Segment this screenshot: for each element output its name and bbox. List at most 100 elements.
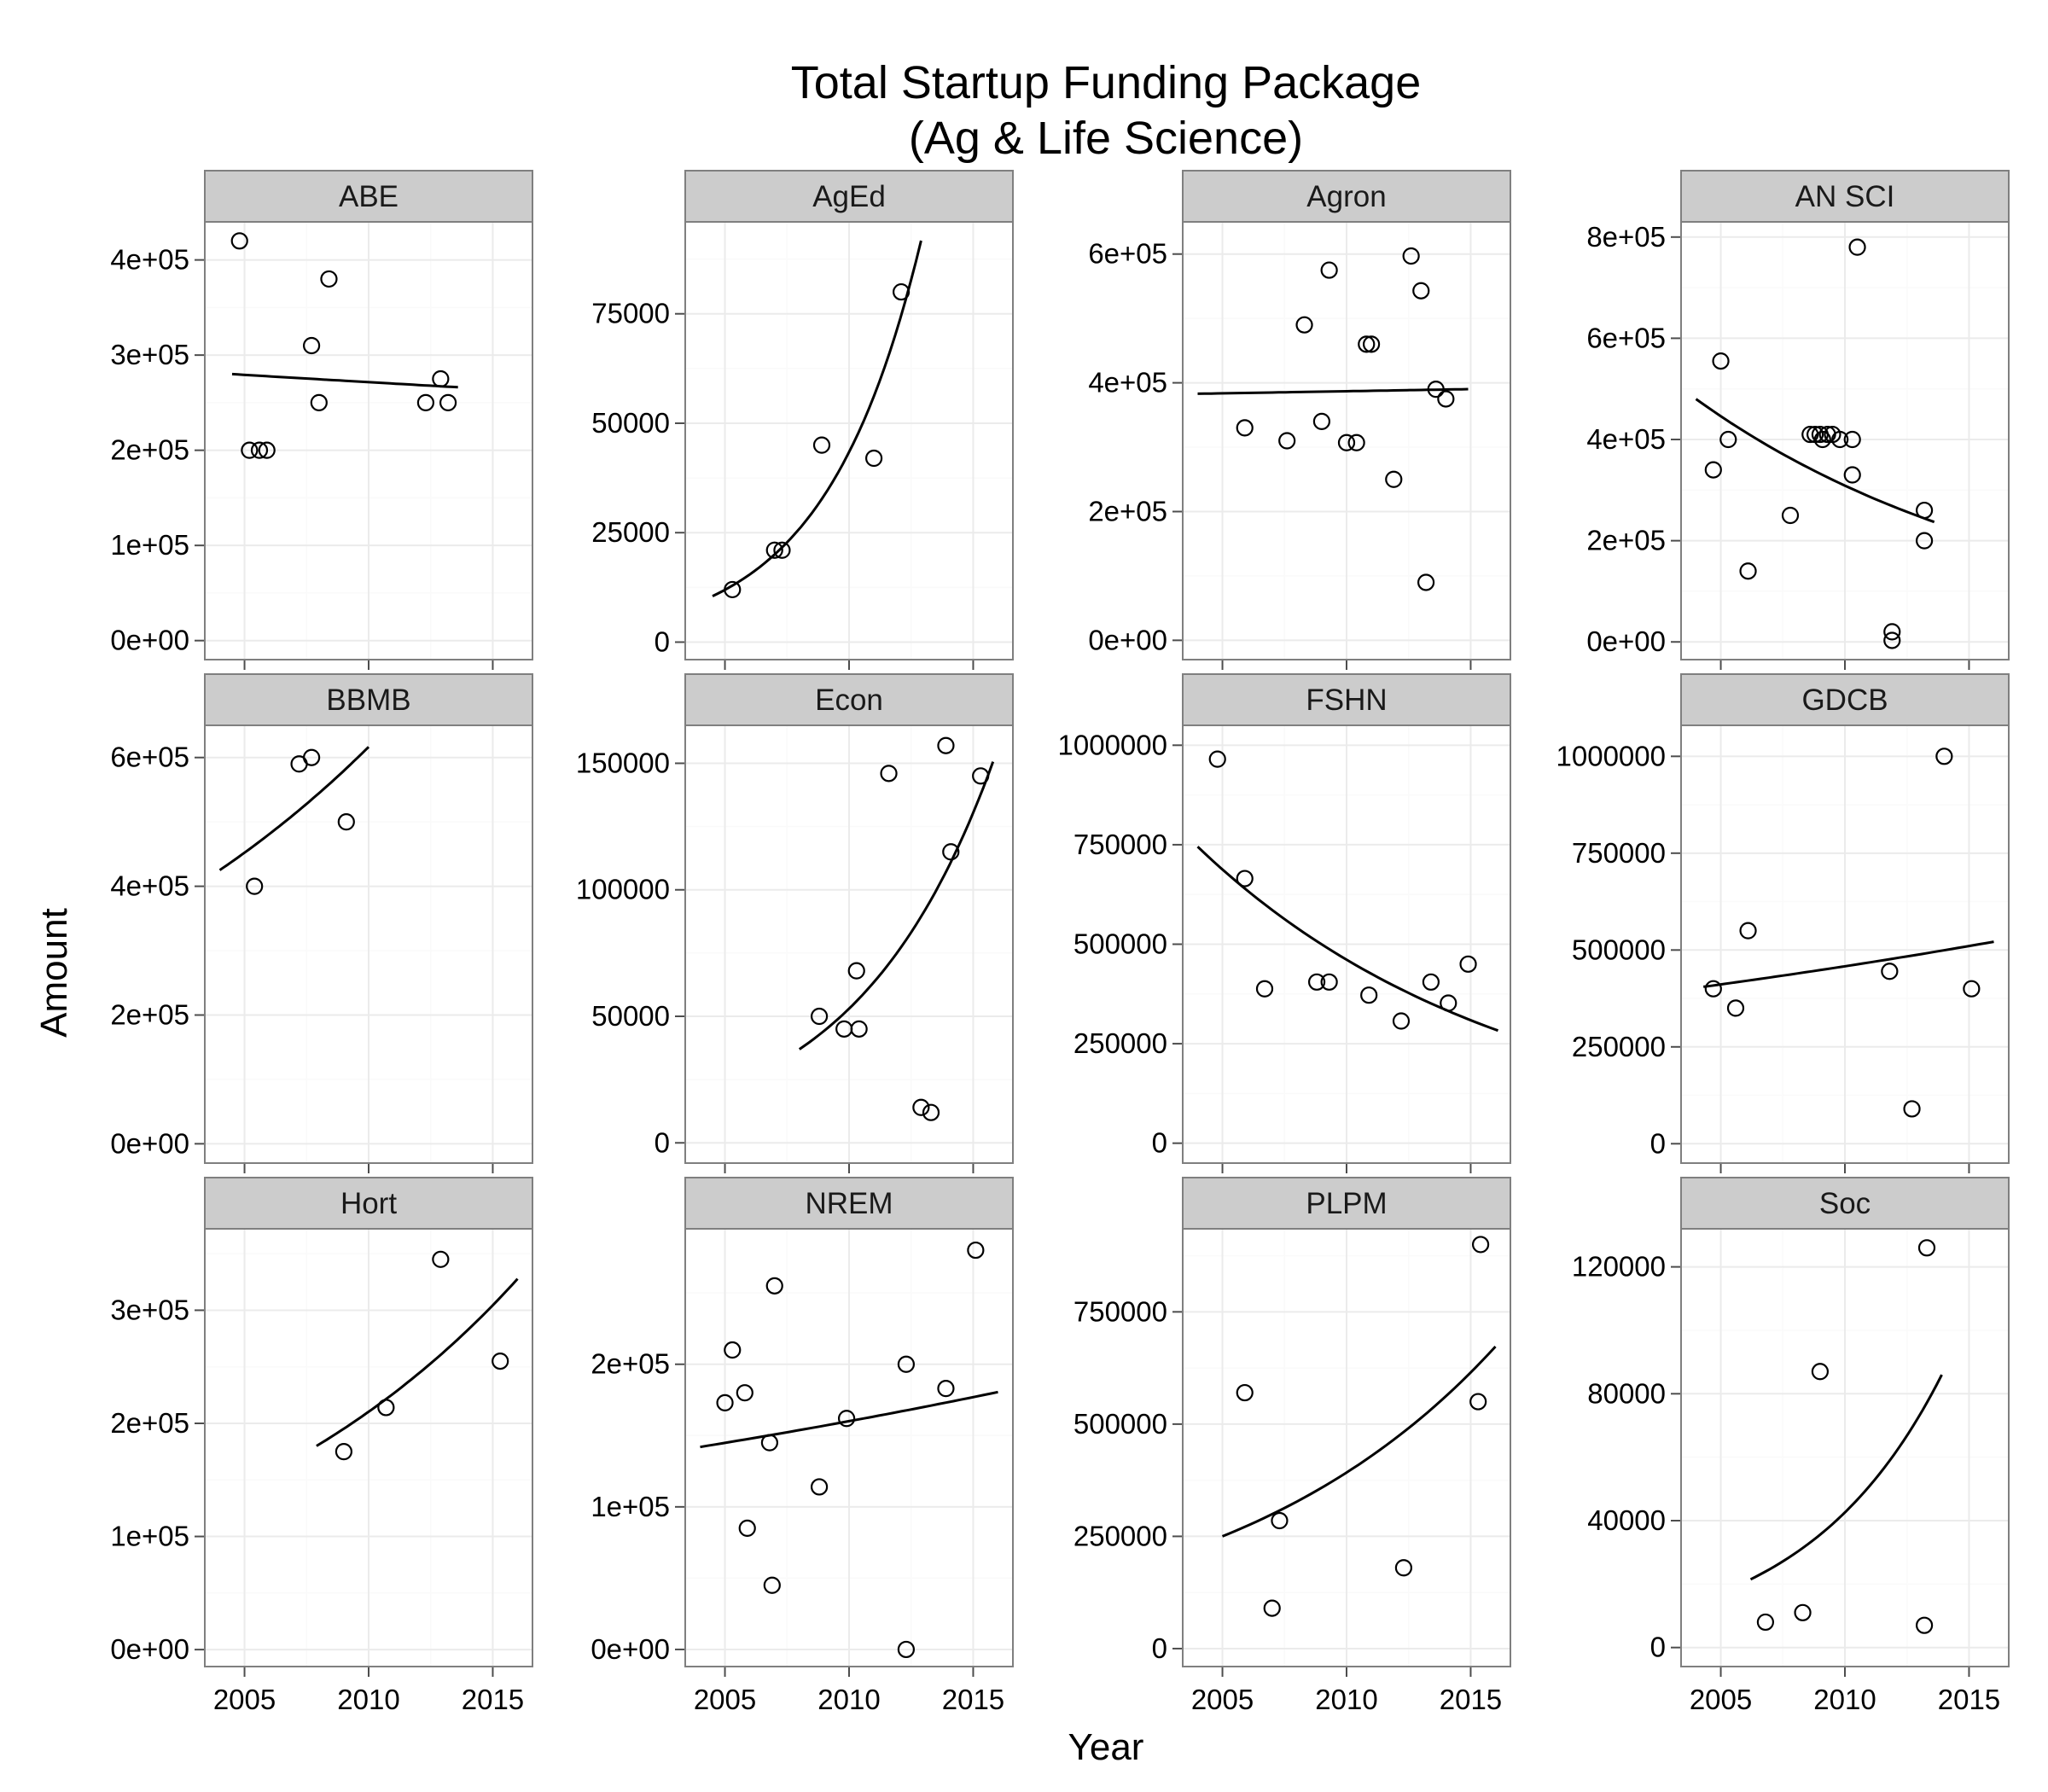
- data-point: [1347, 433, 1365, 451]
- y-tick-label: 250000: [1572, 1031, 1666, 1062]
- data-point: [1935, 748, 1953, 765]
- facet-strip-label: Agron: [1306, 180, 1386, 213]
- data-point: [937, 736, 955, 754]
- data-point: [1236, 419, 1254, 437]
- y-tick-label: 120000: [1572, 1251, 1666, 1283]
- data-point: [760, 1434, 779, 1452]
- data-point: [1263, 1599, 1281, 1617]
- data-point: [1471, 1236, 1490, 1254]
- y-tick-label: 2e+05: [1088, 495, 1167, 527]
- facet-strip: [1182, 673, 1511, 726]
- data-point: [1427, 381, 1445, 399]
- facet-fshn: FSHN 0 250000 500000 750000 1000000: [1058, 673, 1511, 1173]
- data-point: [1831, 430, 1849, 449]
- data-point: [1236, 1383, 1254, 1402]
- data-point: [937, 1380, 955, 1398]
- facet-strip: [684, 1177, 1014, 1230]
- data-point: [1963, 980, 1981, 998]
- facet-strip: [204, 673, 533, 726]
- y-tick-label: 250000: [1073, 1027, 1167, 1059]
- data-point: [1756, 1613, 1775, 1632]
- data-point: [1915, 1616, 1934, 1634]
- y-tick-label: 0: [1152, 1127, 1167, 1159]
- y-tick-label: 750000: [1572, 837, 1666, 869]
- y-tick-label: 3e+05: [110, 339, 189, 370]
- data-point: [1848, 238, 1866, 256]
- panel-border: [1680, 724, 2010, 1164]
- data-point: [1881, 963, 1899, 980]
- data-point: [724, 580, 742, 599]
- data-point: [1320, 261, 1338, 279]
- data-point: [1312, 412, 1331, 430]
- x-tick-label: 2015: [1938, 1684, 2000, 1715]
- x-tick-label: 2010: [1315, 1684, 1377, 1715]
- facet-strip-label: AN SCI: [1795, 180, 1895, 213]
- y-tick-label: 40000: [1587, 1504, 1666, 1536]
- y-tick-label: 500000: [1073, 1408, 1167, 1440]
- y-tick-label: 500000: [1572, 934, 1666, 965]
- y-tick-label: 2e+05: [110, 1407, 189, 1439]
- facet-strip-label: BBMB: [326, 684, 410, 717]
- trend-line: [316, 1277, 519, 1447]
- data-point: [1704, 980, 1722, 998]
- data-point: [1712, 352, 1730, 370]
- x-tick-label: 2010: [817, 1684, 880, 1715]
- y-tick-label: 750000: [1073, 1295, 1167, 1327]
- trend-line: [1749, 1374, 1943, 1581]
- data-point: [1412, 282, 1430, 300]
- data-point: [432, 369, 450, 388]
- y-tick-label: 1000000: [1058, 729, 1167, 760]
- facet-strip: [1680, 673, 2010, 726]
- facet-econ: Econ 0 50000 100000 150000: [576, 673, 1014, 1173]
- data-point: [1337, 433, 1356, 451]
- data-point: [897, 1355, 916, 1373]
- y-tick-label: 6e+05: [1586, 322, 1666, 353]
- facet-strip: [1680, 170, 2010, 223]
- data-point: [335, 1443, 353, 1461]
- y-tick-label: 2e+05: [1586, 525, 1666, 556]
- data-point: [972, 767, 990, 785]
- trend-line: [1703, 940, 1994, 988]
- data-point: [724, 1341, 742, 1359]
- data-point: [864, 449, 883, 468]
- x-tick-label: 2010: [1813, 1684, 1876, 1715]
- facet-strip: [1182, 170, 1511, 223]
- data-point: [1883, 631, 1901, 649]
- data-point: [439, 393, 457, 411]
- data-point: [1781, 506, 1800, 525]
- data-point: [432, 1250, 450, 1268]
- panel-border: [684, 221, 1014, 660]
- y-tick-label: 1e+05: [110, 1521, 189, 1552]
- data-point: [1917, 1239, 1936, 1257]
- facet-soc: Soc 0 40000 80000 120000 2005 2010 2015: [1572, 1177, 2010, 1715]
- y-tick-label: 6e+05: [110, 742, 189, 773]
- data-point: [1811, 1363, 1830, 1381]
- x-tick-label: 2005: [1690, 1684, 1752, 1715]
- data-point: [912, 1098, 930, 1116]
- y-tick-label: 2e+05: [110, 998, 189, 1030]
- y-tick-label: 75000: [591, 298, 670, 329]
- data-point: [1903, 1100, 1921, 1118]
- panel-border: [204, 724, 533, 1164]
- y-tick-label: 500000: [1073, 928, 1167, 960]
- trend-line: [218, 746, 370, 871]
- data-point: [1394, 1559, 1413, 1577]
- x-tick-label: 2005: [1191, 1684, 1254, 1715]
- trend-line: [1695, 398, 1935, 524]
- data-point: [258, 441, 276, 459]
- y-tick-label: 250000: [1073, 1520, 1167, 1551]
- facet-an-sci: AN SCI 0e+00 2e+05 4e+05 6e+05 8e+05: [1586, 170, 2010, 670]
- facet-strip-label: ABE: [339, 180, 399, 213]
- facet-panels: ABE 0e+00 1e+05 2e+05 3e+05 4e+05 AgEd 0 25000 50…: [110, 170, 2010, 1715]
- facet-aged: AgEd 0 25000 50000 75000: [591, 170, 1014, 670]
- y-tick-label: 1e+05: [110, 529, 189, 561]
- facet-abe: ABE 0e+00 1e+05 2e+05 3e+05 4e+05: [110, 170, 533, 670]
- x-tick-label: 2015: [942, 1684, 1004, 1715]
- facet-gdcb: GDCB 0 250000 500000 750000 1000000: [1556, 673, 2010, 1173]
- data-point: [897, 1640, 916, 1659]
- y-tick-label: 3e+05: [110, 1294, 189, 1325]
- data-point: [765, 1277, 783, 1295]
- data-point: [1843, 430, 1861, 449]
- y-tick-label: 0e+00: [591, 1633, 670, 1665]
